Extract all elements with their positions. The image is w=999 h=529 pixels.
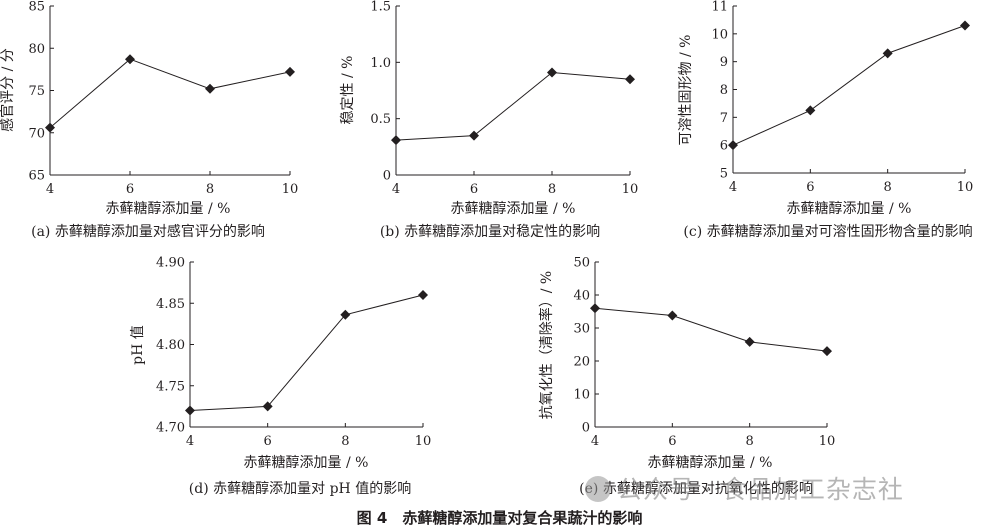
chart-c-y-tick-label: 7 [720, 111, 728, 126]
chart-d-x-axis-label: 赤藓糖醇添加量 / % [244, 454, 369, 471]
chart-d-x-tick-label: 10 [415, 434, 432, 449]
chart-e-x-tick-label: 8 [746, 434, 754, 449]
chart-e-y-tick-label: 30 [573, 322, 590, 337]
chart-b-data-point [625, 74, 635, 85]
chart-b-data-point [547, 67, 557, 78]
chart-a-y-tick-label: 70 [28, 126, 45, 141]
chart-a-data-point [125, 54, 135, 65]
chart-e-x-axis-label: 赤藓糖醇添加量 / % [648, 454, 773, 471]
chart-d-data-point [185, 405, 195, 416]
chart-b-y-tick-label: 0 [383, 169, 391, 184]
chart-d-caption: (d) 赤藓糖醇添加量对 pH 值的影响 [189, 480, 411, 497]
chart-e-x-tick-label: 6 [668, 434, 676, 449]
chart-b-y-tick-label: 1.5 [370, 0, 391, 15]
chart-c-x-tick-label: 4 [729, 180, 737, 195]
chart-e-y-axis-label: 抗氧化性（清除率）/ % [538, 271, 555, 419]
chart-e-data-point [667, 310, 678, 321]
chart-a-x-tick-label: 10 [282, 182, 299, 197]
figure-title: 图 4 赤藓糖醇添加量对复合果蔬汁的影响 [356, 509, 643, 527]
chart-a-data-point [285, 66, 295, 77]
chart-d-data-point [262, 401, 273, 412]
chart-c-data-point [805, 105, 816, 116]
chart-c-y-tick-label: 8 [720, 83, 728, 98]
chart-d-y-tick-label: 4.75 [156, 379, 185, 394]
chart-c-y-tick-label: 11 [711, 0, 728, 15]
chart-c-data-point [882, 48, 893, 59]
chart-b-caption: (b) 赤藓糖醇添加量对稳定性的影响 [380, 223, 600, 240]
chart-c-caption: (c) 赤藓糖醇添加量对可溶性固形物含量的影响 [683, 223, 972, 240]
chart-c-y-tick-label: 6 [720, 139, 728, 154]
chart-a-caption: (a) 赤藓糖醇添加量对感官评分的影响 [31, 223, 265, 240]
chart-a-data-point [205, 83, 215, 94]
chart-e-series-line [594, 307, 828, 352]
chart-e-data-point [744, 336, 755, 347]
chart-d-data-point [340, 309, 351, 320]
chart-d-y-tick-label: 4.90 [156, 256, 185, 271]
chart-a-series-line [49, 58, 291, 129]
chart-e-y-tick-label: 40 [573, 289, 590, 304]
chart-a-x-tick-label: 4 [46, 182, 54, 197]
chart-c-data-point [960, 20, 970, 31]
chart-a-y-tick-label: 75 [28, 84, 45, 99]
chart-a-y-axis-label: 感官评分 / 分 [0, 48, 16, 132]
chart-d-y-tick-label: 4.80 [156, 338, 185, 353]
chart-e-y-tick-label: 0 [582, 421, 590, 436]
chart-e-x-tick-label: 4 [591, 434, 599, 449]
chart-a-y-tick-label: 80 [28, 42, 45, 57]
chart-c-data-point [728, 140, 738, 151]
chart-b-y-tick-label: 1.0 [370, 56, 391, 71]
chart-b-data-point [391, 135, 401, 146]
chart-a-y-tick-label: 85 [28, 0, 45, 15]
chart-e-y-tick-label: 10 [573, 388, 590, 403]
chart-e-data-point [590, 303, 600, 314]
chart-b-data-point [469, 130, 479, 141]
chart-a-x-axis-label: 赤藓糖醇添加量 / % [106, 200, 231, 217]
chart-d-x-tick-label: 6 [264, 434, 272, 449]
chart-a-y-tick-label: 65 [28, 169, 45, 184]
chart-c-y-tick-label: 9 [720, 55, 728, 70]
chart-a-x-tick-label: 8 [206, 182, 214, 197]
chart-a-x-tick-label: 6 [126, 182, 134, 197]
chart-c-x-axis-label: 赤藓糖醇添加量 / % [787, 200, 912, 217]
chart-e-y-tick-label: 50 [573, 256, 590, 271]
chart-d-series-line [189, 294, 424, 411]
chart-e-caption: (e) 赤藓糖醇添加量对抗氧化性的影响 [579, 480, 813, 497]
chart-b-y-tick-label: 0.5 [370, 112, 391, 127]
chart-d-y-tick-label: 4.85 [156, 297, 185, 312]
chart-c-series-line [732, 25, 966, 146]
chart-a-data-point [45, 122, 55, 133]
chart-b-x-tick-label: 4 [392, 182, 400, 197]
chart-d-x-tick-label: 8 [341, 434, 349, 449]
chart-c-x-tick-label: 8 [884, 180, 892, 195]
chart-c-x-tick-label: 10 [957, 180, 974, 195]
chart-d-x-tick-label: 4 [186, 434, 194, 449]
chart-c-y-tick-label: 10 [711, 27, 728, 42]
chart-e-y-tick-label: 20 [573, 355, 590, 370]
chart-b-x-tick-label: 6 [470, 182, 478, 197]
chart-c-x-tick-label: 6 [806, 180, 814, 195]
chart-c-y-axis-label: 可溶性固形物 / % [678, 35, 694, 146]
chart-e-data-point [822, 346, 832, 357]
chart-b-x-axis-label: 赤藓糖醇添加量 / % [451, 200, 576, 217]
chart-d-data-point [418, 290, 428, 300]
chart-c-y-tick-label: 5 [720, 167, 728, 182]
chart-e-x-tick-label: 10 [819, 434, 836, 449]
chart-b-x-tick-label: 10 [622, 182, 639, 197]
chart-b-x-tick-label: 8 [548, 182, 556, 197]
chart-b-series-line [395, 71, 631, 141]
chart-d-y-axis-label: pH 值 [130, 325, 146, 365]
chart-b-y-axis-label: 稳定性 / % [340, 56, 356, 125]
chart-d-y-tick-label: 4.70 [156, 421, 185, 436]
